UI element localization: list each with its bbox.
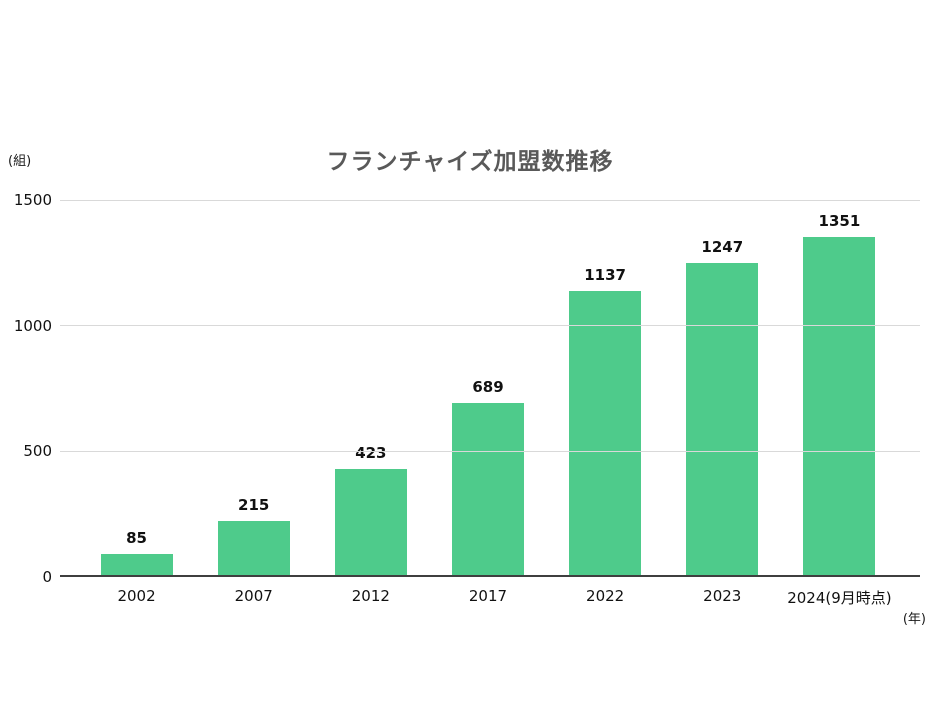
y-axis-unit-label: (組) bbox=[8, 154, 32, 169]
bar-column: 1247 bbox=[664, 200, 781, 575]
bar-2024(9月時点) bbox=[803, 237, 876, 575]
y-tick-label-0: 0 bbox=[42, 568, 52, 586]
bars-row: 85 215 423 689 1137 1247 1351 bbox=[78, 200, 898, 575]
x-tick-label: 2007 bbox=[234, 587, 273, 605]
x-tick-label: 2017 bbox=[468, 587, 508, 605]
x-tick-label: 2023 bbox=[703, 587, 742, 605]
gridline-1500 bbox=[60, 199, 920, 201]
x-tick-label: 2002 bbox=[117, 587, 156, 605]
x-axis-labels: 2002 2007 2012 2017 2022 2023 2024(9月時点) bbox=[78, 587, 898, 608]
plot-area: 85 215 423 689 1137 1247 1351 2002 2007 2012 2017… bbox=[14, 191, 920, 607]
bar-column: 689 bbox=[429, 200, 546, 575]
bar-column: 1137 bbox=[547, 200, 664, 575]
bar-value-label: 1247 bbox=[701, 238, 744, 256]
x-tick-label: 2012 bbox=[351, 587, 390, 605]
bar-2007 bbox=[217, 521, 290, 575]
bar-2022 bbox=[569, 291, 642, 575]
bar-value-label: 423 bbox=[355, 444, 387, 462]
bar-column: 1351 bbox=[781, 200, 898, 575]
chart-title: フランチャイズ加盟数推移 bbox=[326, 149, 614, 175]
bar-value-label: 689 bbox=[472, 378, 504, 396]
bar-column: 215 bbox=[195, 200, 312, 575]
gridline-500 bbox=[60, 450, 920, 452]
y-tick-label-1000: 1000 bbox=[13, 316, 52, 335]
y-tick-label-1500: 1500 bbox=[13, 191, 52, 209]
bar-value-label: 1351 bbox=[818, 212, 861, 230]
x-axis-line bbox=[60, 575, 920, 577]
bar-value-label: 85 bbox=[126, 529, 147, 547]
x-axis-unit-label: (年) bbox=[902, 612, 926, 627]
bar-column: 423 bbox=[312, 200, 429, 575]
y-tick-label-500: 500 bbox=[23, 442, 52, 461]
gridline-1000 bbox=[60, 325, 920, 327]
bar-2017 bbox=[451, 403, 524, 575]
bar-2002 bbox=[100, 554, 173, 575]
x-tick-label: 2022 bbox=[586, 587, 625, 605]
bar-column: 85 bbox=[78, 200, 195, 575]
bar-2023 bbox=[686, 263, 759, 575]
bar-value-label: 215 bbox=[238, 496, 270, 514]
bar-value-label: 1137 bbox=[584, 266, 626, 284]
x-tick-label: 2024(9月時点) bbox=[787, 589, 892, 607]
bar-2012 bbox=[334, 469, 407, 575]
